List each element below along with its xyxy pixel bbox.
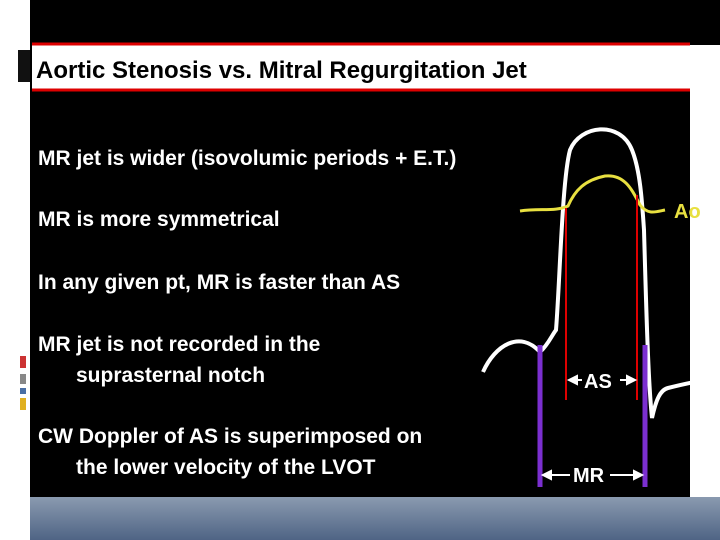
mr-arrows xyxy=(540,469,645,481)
aortic-trace xyxy=(519,174,666,214)
bullet: MR jet is wider (isovolumic periods + E.… xyxy=(38,147,456,170)
waveform xyxy=(481,127,720,419)
mr-label: MR xyxy=(573,465,605,487)
as-label: AS xyxy=(584,371,612,393)
slide-body-edge xyxy=(690,0,720,45)
bullet: MR is more symmetrical xyxy=(38,208,280,231)
title-marker xyxy=(18,50,30,82)
ao-label: Ao xyxy=(674,201,701,223)
doppler-diagram: Ao AS MR xyxy=(481,127,720,487)
bullet: CW Doppler of AS is superimposed on xyxy=(38,425,422,448)
bullet-continuation: suprasternal notch xyxy=(76,364,265,387)
footer-band xyxy=(30,497,720,540)
bullet: MR jet is not recorded in the xyxy=(38,333,320,356)
side-decoration xyxy=(20,356,26,410)
bullets: MR jet is wider (isovolumic periods + E.… xyxy=(38,147,456,479)
as-arrows xyxy=(566,374,638,386)
title-band xyxy=(32,44,690,90)
slide-title: Aortic Stenosis vs. Mitral Regurgitation… xyxy=(36,57,527,84)
bullet: In any given pt, MR is faster than AS xyxy=(38,271,400,294)
bullet-continuation: the lower velocity of the LVOT xyxy=(76,456,376,479)
